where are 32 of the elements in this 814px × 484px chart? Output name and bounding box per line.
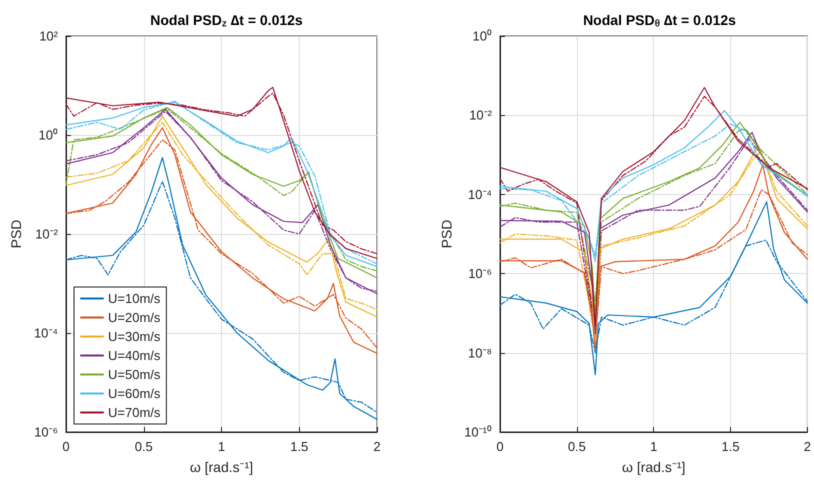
y-tick-label: 10⁻⁴ <box>34 326 58 340</box>
x-tick-label: 0.5 <box>568 439 586 454</box>
x-axis-title: ω [rad.s⁻¹] <box>190 459 254 475</box>
legend-label: U=70m/s <box>108 405 161 420</box>
x-tick-label: 0.5 <box>134 439 153 454</box>
x-tick-label: 2 <box>804 439 811 454</box>
y-tick-label: 10⁻² <box>469 108 493 123</box>
y-tick-label: 10⁻⁸ <box>468 345 492 360</box>
y-tick-label: 10⁰ <box>38 128 58 142</box>
y-tick-label: 10⁻⁶ <box>468 266 492 282</box>
y-tick-label: 10² <box>39 28 59 44</box>
y-tick-label: 10⁰ <box>472 28 492 44</box>
legend-label: U=60m/s <box>108 386 161 401</box>
x-tick-label: 0 <box>62 439 70 454</box>
y-tick-label: 10⁻⁴ <box>468 186 492 202</box>
y-tick-label: 10⁻⁶ <box>34 424 58 440</box>
legend-label: U=20m/s <box>108 310 161 325</box>
x-tick-label: 0 <box>496 439 504 454</box>
y-axis-title: PSD <box>8 220 24 248</box>
x-tick-label: 1.5 <box>722 439 740 454</box>
y-tick-label: 10⁻¹⁰ <box>464 424 492 440</box>
x-tick-label: 2 <box>373 439 381 454</box>
legend-label: U=50m/s <box>108 367 161 382</box>
x-axis-title: ω [rad.s⁻¹] <box>622 459 686 475</box>
legend-label: U=40m/s <box>108 348 161 363</box>
y-axis-title: PSD <box>438 220 454 248</box>
y-tick-label: 10⁻² <box>35 226 59 242</box>
legend-label: U=30m/s <box>108 329 161 344</box>
legend-label: U=10m/s <box>108 291 161 306</box>
x-tick-label: 1 <box>650 439 658 454</box>
x-tick-label: 1.5 <box>290 439 308 454</box>
x-tick-label: 1 <box>218 439 226 454</box>
